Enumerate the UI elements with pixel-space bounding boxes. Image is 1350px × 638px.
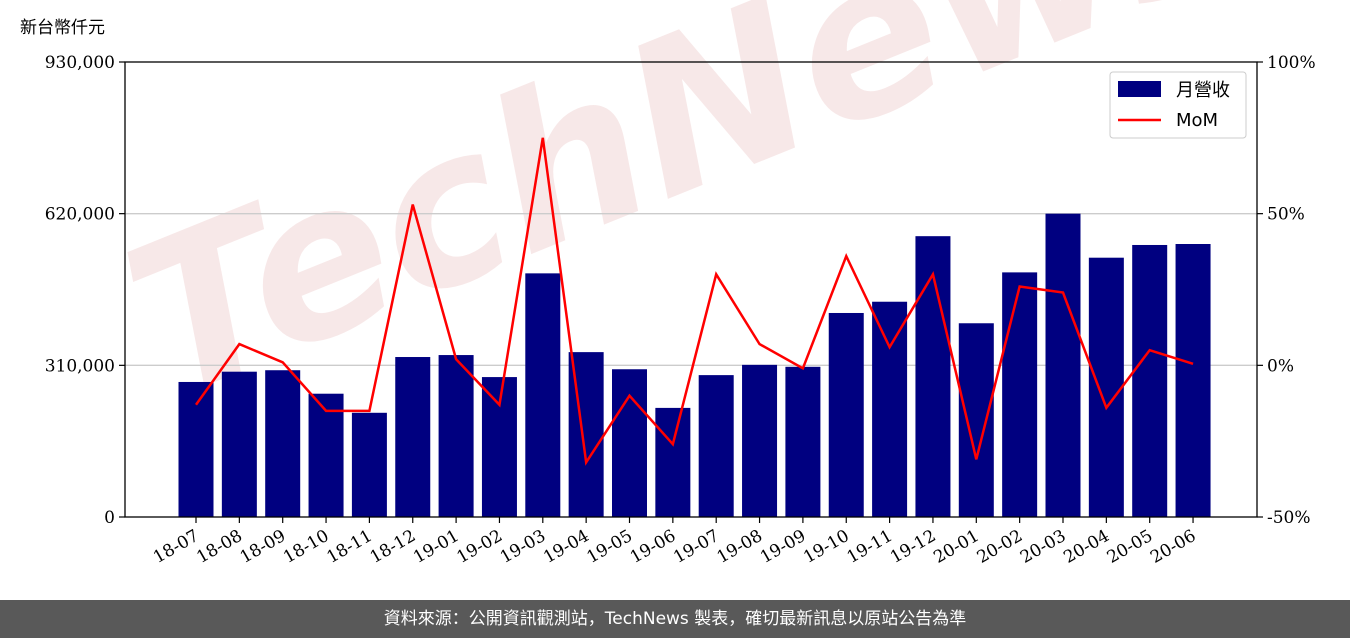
bar-20-02 [1002,272,1038,517]
x-tick-label: 20-04 [1060,526,1112,568]
x-tick-label: 18-10 [280,526,332,568]
bar-19-05 [612,369,647,517]
unit-label: 新台幣仟元 [20,18,105,38]
bar-19-09 [785,366,821,517]
legend-bar-swatch [1118,81,1161,97]
x-tick-label: 19-10 [800,526,852,568]
x-tick-label: 19-04 [540,526,592,568]
x-tick-label: 19-03 [497,526,549,568]
bar-19-06 [655,407,691,517]
bar-19-11 [872,301,908,517]
x-tick-label: 18-07 [150,526,202,568]
legend-label-mom: MoM [1176,110,1218,131]
bar-series [178,213,1211,517]
x-tick-label: 20-01 [930,526,982,568]
bar-19-12 [915,236,951,517]
x-tick-label: 19-09 [757,526,809,568]
x-tick-label: 19-06 [627,526,679,568]
left-tick-label: 0 [104,508,115,528]
plot-frame [124,61,1258,518]
bar-19-10 [828,312,864,517]
bar-20-06 [1175,244,1211,517]
bar-20-04 [1088,257,1124,517]
bar-19-01 [438,355,474,517]
x-tick-label: 18-09 [237,526,289,568]
right-tick-label: 50% [1267,205,1305,225]
bar-18-09 [265,370,301,517]
x-axis: 18-0718-0818-0918-1018-1118-1219-0119-02… [150,517,1200,568]
bar-18-10 [308,393,344,517]
bar-20-05 [1132,244,1168,517]
bar-18-07 [178,381,214,517]
mom-line [194,137,1194,466]
bar-18-08 [221,371,257,517]
bar-19-08 [742,364,778,517]
right-tick-label: -50% [1267,508,1311,528]
x-tick-label: 19-01 [410,526,462,568]
x-tick-label: 19-08 [714,526,766,568]
legend: 月營收 MoM [1109,71,1247,139]
right-tick-label: 0% [1267,356,1294,376]
x-tick-label: 18-08 [193,526,245,568]
bar-20-01 [958,323,994,517]
footer-source-note: 資料來源：公開資訊觀測站，TechNews 製表，確切最新訊息以原站公告為準 [0,600,1350,638]
right-axis: -50% 0% 50% 100% [1257,53,1316,528]
left-tick-label: 310,000 [45,356,115,376]
x-tick-label: 19-11 [844,526,896,568]
x-tick-label: 20-03 [1017,526,1069,568]
bar-20-03 [1045,213,1081,517]
x-tick-label: 20-05 [1104,526,1156,568]
left-axis: 0 310,000 620,000 930,000 [45,53,125,528]
right-tick-label: 100% [1267,53,1316,73]
x-tick-label: 19-12 [887,526,939,568]
bar-18-11 [351,412,387,517]
x-tick-label: 19-05 [584,526,636,568]
bar-19-03 [525,273,561,517]
bar-18-12 [395,357,431,517]
left-tick-label: 620,000 [45,205,115,225]
x-tick-label: 18-11 [323,526,375,568]
x-tick-label: 20-02 [974,526,1026,568]
x-tick-label: 19-02 [454,526,506,568]
x-tick-label: 19-07 [670,526,722,568]
left-tick-label: 930,000 [45,53,115,73]
x-tick-label: 18-12 [367,526,419,568]
x-tick-label: 20-06 [1147,526,1199,568]
legend-label-revenue: 月營收 [1176,80,1230,101]
bar-19-07 [698,375,734,517]
